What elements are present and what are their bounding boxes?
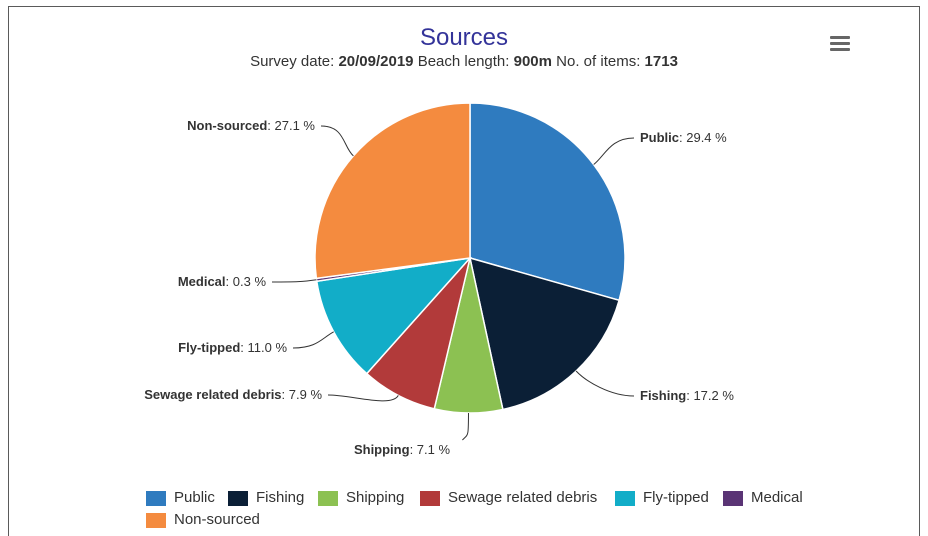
data-label-text-public: Public: 29.4 % bbox=[640, 130, 727, 145]
data-label-medical: Medical: 0.3 % bbox=[178, 274, 317, 289]
data-label-text-sewage-related-debris: Sewage related debris: 7.9 % bbox=[144, 387, 322, 402]
data-label-name-public: Public bbox=[640, 130, 679, 145]
chart-subtitle: Survey date: 20/09/2019 Beach length: 90… bbox=[0, 52, 928, 72]
data-label-name-shipping: Shipping bbox=[354, 442, 410, 457]
connector-shipping bbox=[462, 412, 469, 441]
data-label-non-sourced: Non-sourced: 27.1 % bbox=[187, 118, 354, 157]
data-label-shipping: Shipping: 7.1 % bbox=[354, 412, 469, 457]
legend-swatch-non-sourced bbox=[146, 513, 166, 528]
survey-date-value: 20/09/2019 bbox=[338, 53, 414, 70]
chart-legend: Public Fishing Shipping Sewage related debr… bbox=[0, 484, 928, 530]
beach-length-value: 900m bbox=[513, 53, 552, 70]
data-label-name-non-sourced: Non-sourced bbox=[187, 118, 267, 133]
survey-date-label: Survey date: bbox=[250, 53, 335, 70]
items-count-label: No. of items: bbox=[556, 53, 641, 70]
legend-swatch-sewage-related-debris bbox=[420, 491, 440, 506]
pie-slice-non-sourced[interactable] bbox=[314, 102, 471, 280]
data-label-name-medical: Medical bbox=[178, 274, 226, 289]
beach-length-label: Beach length: bbox=[417, 53, 510, 70]
data-label-value-sewage-related-debris: : 7.9 % bbox=[282, 387, 323, 402]
pie-slice-fishing[interactable] bbox=[469, 256, 621, 411]
legend-label-shipping: Shipping bbox=[346, 489, 405, 506]
connector-medical bbox=[271, 279, 317, 283]
data-label-fishing: Fishing: 17.2 % bbox=[575, 370, 734, 403]
data-label-text-fishing: Fishing: 17.2 % bbox=[640, 388, 734, 403]
data-label-fly-tipped: Fly-tipped: 11.0 % bbox=[178, 331, 334, 355]
items-count-value: 1713 bbox=[644, 53, 678, 70]
connector-non-sourced bbox=[320, 125, 354, 157]
pie-slice-public[interactable] bbox=[469, 102, 626, 302]
data-label-name-sewage-related-debris: Sewage related debris bbox=[144, 387, 281, 402]
connector-public bbox=[593, 137, 635, 165]
connector-fly-tipped bbox=[292, 331, 334, 349]
data-label-text-fly-tipped: Fly-tipped: 11.0 % bbox=[178, 340, 287, 355]
data-label-name-fly-tipped: Fly-tipped bbox=[178, 340, 240, 355]
legend-swatch-fly-tipped bbox=[615, 491, 635, 506]
data-label-value-fly-tipped: : 11.0 % bbox=[240, 340, 287, 355]
data-label-value-public: : 29.4 % bbox=[679, 130, 727, 145]
legend-label-sewage-related-debris: Sewage related debris bbox=[448, 489, 598, 506]
connector-fishing bbox=[575, 370, 635, 397]
legend-swatch-fishing bbox=[228, 491, 248, 506]
legend-label-non-sourced: Non-sourced bbox=[174, 511, 260, 528]
legend-label-medical: Medical bbox=[751, 489, 803, 506]
data-label-value-fishing: : 17.2 % bbox=[686, 388, 734, 403]
data-label-value-shipping: : 7.1 % bbox=[410, 442, 451, 457]
data-label-text-shipping: Shipping: 7.1 % bbox=[354, 442, 451, 457]
legend-label-public: Public bbox=[174, 489, 215, 506]
data-label-text-non-sourced: Non-sourced: 27.1 % bbox=[187, 118, 315, 133]
legend-label-fly-tipped: Fly-tipped bbox=[643, 489, 709, 506]
legend-label-fishing: Fishing bbox=[256, 489, 305, 506]
pie-chart: Public: 29.4 %Fishing: 17.2 %Shipping: 7… bbox=[144, 102, 734, 457]
legend-swatch-shipping bbox=[318, 491, 338, 506]
data-label-value-medical: : 0.3 % bbox=[226, 274, 267, 289]
data-label-public: Public: 29.4 % bbox=[593, 130, 727, 165]
data-label-text-medical: Medical: 0.3 % bbox=[178, 274, 267, 289]
hamburger-menu-icon[interactable] bbox=[826, 32, 854, 54]
connector-sewage-related-debris bbox=[327, 394, 399, 402]
pie-slice-fly-tipped[interactable] bbox=[315, 256, 472, 375]
data-label-name-fishing: Fishing bbox=[640, 388, 686, 403]
data-label-sewage-related-debris: Sewage related debris: 7.9 % bbox=[144, 387, 399, 402]
chart-title: Sources bbox=[419, 24, 509, 51]
legend-swatch-medical bbox=[723, 491, 743, 506]
data-label-value-non-sourced: : 27.1 % bbox=[267, 118, 315, 133]
legend-swatch-public bbox=[146, 491, 166, 506]
